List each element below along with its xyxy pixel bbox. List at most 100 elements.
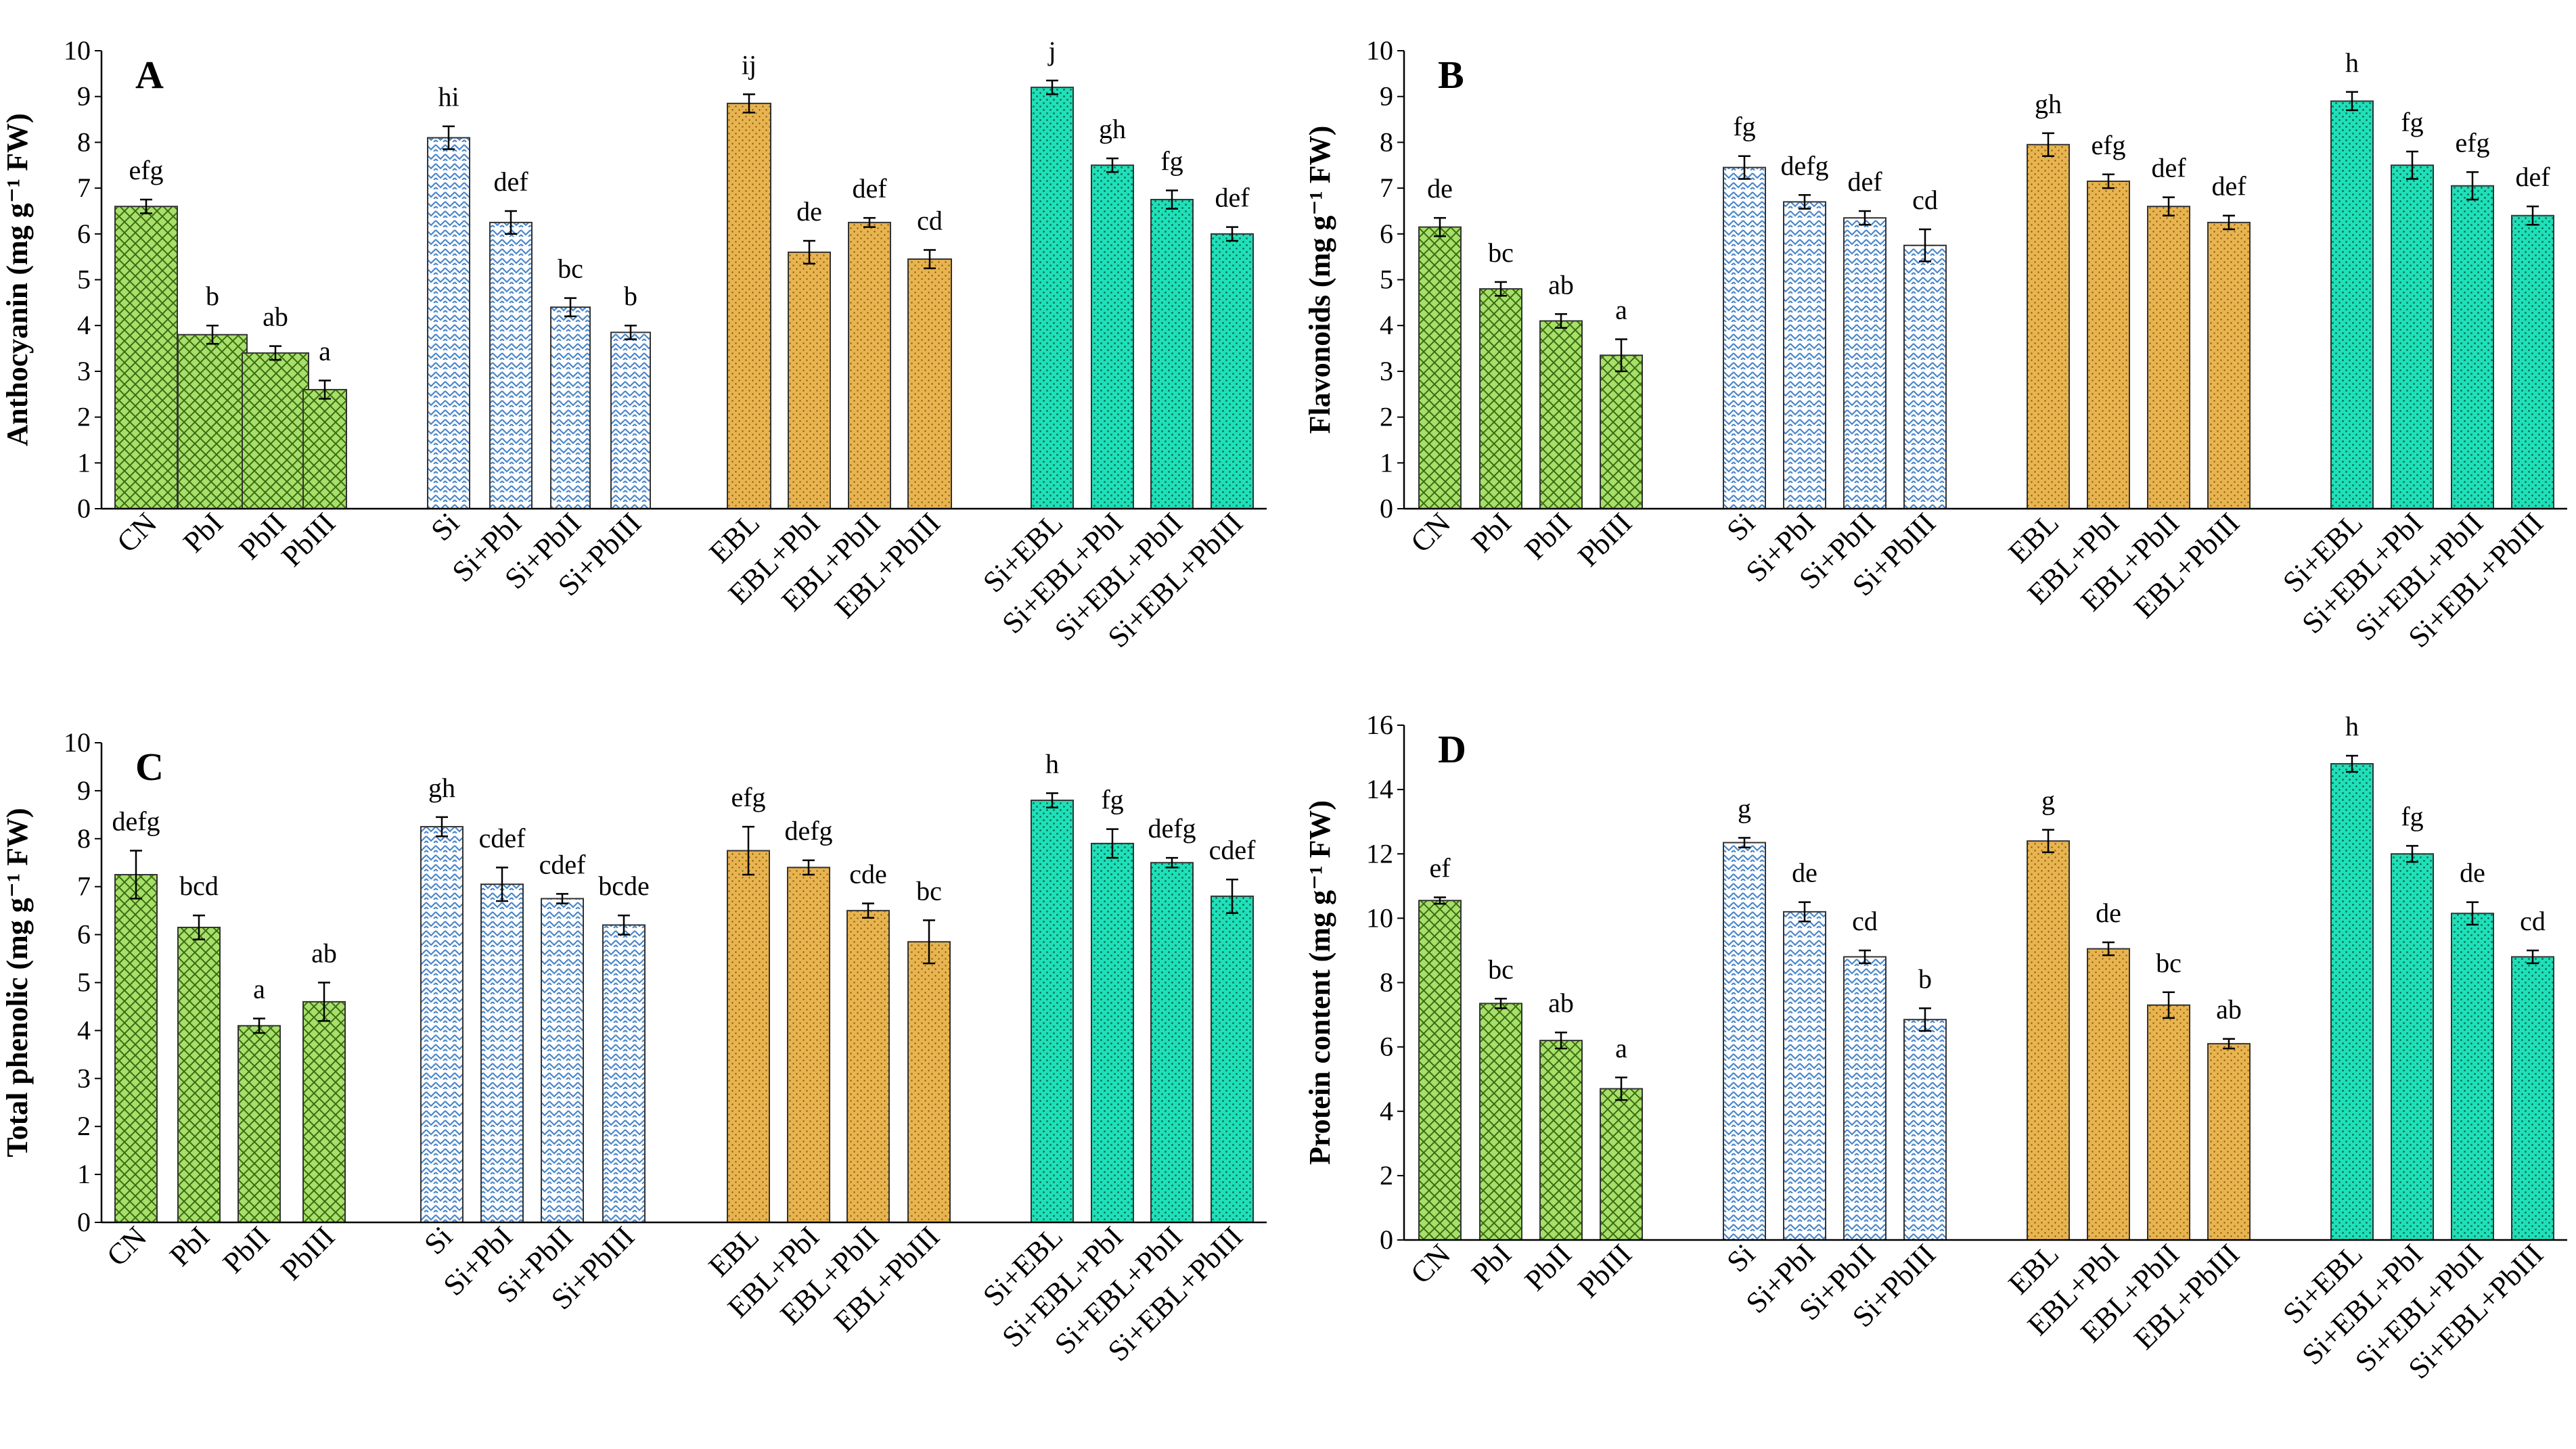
significance-letter: de (2096, 898, 2121, 928)
y-tick-label: 2 (77, 402, 91, 432)
bar-control (1600, 354, 1643, 510)
significance-letter: de (1792, 858, 1817, 888)
significance-letter: a (1615, 295, 1627, 325)
bar-control (302, 388, 347, 509)
significance-letter: j (1047, 36, 1056, 66)
significance-letter: bc (916, 875, 942, 906)
y-tick-label: 5 (1380, 264, 1393, 295)
significance-letter: a (319, 336, 331, 366)
significance-letter: bcde (598, 871, 650, 901)
significance-letter: ab (311, 938, 337, 969)
bar-siebl (1091, 164, 1134, 509)
bar-siebl (2451, 185, 2494, 509)
category-label: PbI (1465, 1237, 1518, 1290)
y-tick-label: 10 (1366, 35, 1393, 66)
y-tick-label: 2 (1380, 1160, 1393, 1191)
y-tick-label: 10 (64, 727, 91, 758)
significance-letter: de (2460, 858, 2485, 888)
significance-letter: def (2151, 153, 2186, 183)
y-tick-label: 7 (77, 871, 91, 902)
y-axis-title: Protein content (mg g⁻¹ FW) (1303, 800, 1336, 1165)
significance-letter: defg (784, 816, 832, 846)
panel-d: D Protein content (mg g⁻¹ FW) 0 2 4 6 8 10 12 14 1… (1303, 710, 2567, 1385)
y-axis-title: Anthocyanin (mg g⁻¹ FW) (1, 113, 34, 446)
panel-b: B Flavonoids (mg g⁻¹ FW) 0 1 2 3 4 5 6 7 8 9 10 de CN b… (1303, 35, 2567, 654)
bar-control (1418, 900, 1462, 1241)
significance-letter: gh (428, 773, 455, 803)
bar-control (1600, 1088, 1643, 1241)
bar-siebl (1150, 862, 1194, 1223)
bar-siebl (1211, 233, 1254, 509)
bar-ebl (907, 941, 951, 1223)
bar-si (420, 826, 464, 1223)
significance-letter: def (2211, 171, 2246, 202)
y-tick-label: 3 (77, 356, 91, 386)
bar-siebl (2330, 763, 2374, 1241)
significance-letter: efg (731, 782, 765, 812)
significance-letter: g (2041, 785, 2055, 816)
panel-letter: B (1438, 53, 1464, 97)
significance-letter: defg (112, 806, 160, 837)
significance-letter: b (624, 281, 637, 311)
category-label: PbII (217, 1220, 276, 1279)
significance-letter: cdef (479, 823, 526, 853)
category-label: PbIII (274, 1220, 341, 1287)
bar-ebl (2027, 143, 2070, 510)
y-tick-label: 6 (77, 218, 91, 249)
significance-letter: efg (129, 155, 163, 185)
bar-control (238, 1025, 281, 1224)
bar-ebl (848, 221, 891, 509)
category-label: Si (1720, 506, 1761, 547)
significance-letter: ab (1548, 988, 1574, 1018)
bar-si (1903, 1019, 1947, 1241)
bar-ebl (787, 867, 830, 1223)
y-tick-label: 0 (1380, 1224, 1393, 1255)
significance-letter: cdef (1209, 835, 1257, 865)
y-tick-label: 4 (77, 1015, 91, 1045)
significance-letter: cdef (539, 849, 587, 879)
panel-c: C Total phenolic (mg g⁻¹ FW) 0 1 2 3 4 5 6 7 8 9 10 d… (1, 727, 1267, 1368)
bar-si (1783, 911, 1826, 1241)
bar-ebl (2147, 206, 2190, 509)
bar-si (541, 898, 584, 1224)
significance-letter: def (1215, 183, 1250, 213)
bar-control (177, 926, 221, 1223)
bar-control (1539, 1040, 1583, 1241)
category-label: PbII (1518, 506, 1578, 566)
significance-letter: de (1427, 173, 1453, 204)
bar-control (114, 206, 178, 509)
y-tick-label: 16 (1366, 710, 1393, 740)
y-tick-label: 12 (1366, 838, 1393, 869)
significance-letter: ef (1429, 852, 1451, 883)
category-label: Si (1720, 1237, 1761, 1279)
bar-siebl (2511, 956, 2554, 1241)
panel-a: A Anthocyanin (mg g⁻¹ FW) 0 1 2 3 4 5 6 7 8 9 10 efg C… (1, 35, 1267, 654)
bar-siebl (1031, 800, 1074, 1223)
bar-si (1903, 244, 1947, 509)
significance-letter: bcd (179, 871, 219, 901)
category-label: PbIII (275, 506, 342, 573)
significance-letter: efg (2455, 127, 2489, 158)
category-label: CN (1404, 1237, 1457, 1290)
significance-letter: bc (2156, 948, 2182, 978)
category-label: PbII (1518, 1237, 1578, 1297)
category-label: PbIII (1571, 1237, 1638, 1304)
significance-letter: ab (2216, 994, 2242, 1025)
significance-letter: def (493, 166, 528, 197)
bar-si (610, 331, 651, 509)
y-tick-label: 1 (77, 1159, 91, 1189)
significance-letter: cd (1852, 906, 1878, 936)
bar-siebl (1211, 895, 1254, 1223)
bar-ebl (788, 251, 831, 509)
category-label: Si (424, 506, 466, 547)
bar-si (489, 221, 533, 509)
significance-letter: g (1738, 793, 1751, 823)
bar-ebl (2027, 840, 2070, 1241)
bar-ebl (2207, 1042, 2251, 1241)
significance-letter: h (2345, 47, 2359, 78)
bar-ebl (2147, 1004, 2190, 1241)
y-tick-label: 6 (1380, 218, 1393, 249)
category-label: PbI (177, 506, 229, 559)
